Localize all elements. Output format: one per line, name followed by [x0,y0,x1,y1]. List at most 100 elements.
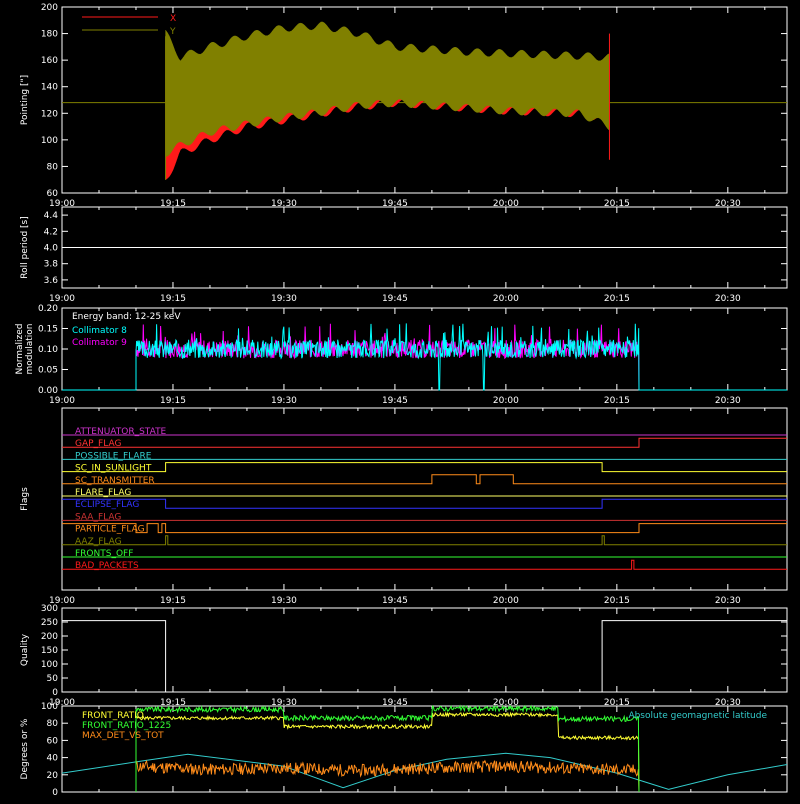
flag-line-gap-flag [62,437,787,448]
flag-label-flare-flag: FLARE_FLAG [75,488,131,498]
flag-line-sc-in-sunlight [62,462,787,473]
roll-xtick-label: 19:45 [382,294,408,304]
pointing-xtick-label: 19:15 [160,199,186,209]
modulation-ylabel: modulation [25,324,35,375]
flag-line-bad-packets [62,559,787,570]
flag-label-bad-packets: BAD_PACKETS [75,561,139,571]
quality-ytick-label: 50 [47,674,59,684]
flags-xtick-label: 20:00 [493,596,519,606]
ratios-latitude-line [61,752,788,790]
roll-ytick-label: 3.8 [44,260,59,270]
modulation-series-coll8 [62,323,787,391]
modulation-xtick-label: 19:15 [160,396,186,406]
quality-xtick-label: 20:15 [604,698,630,708]
flag-label-gap-flag: GAP_FLAG [75,439,121,449]
pointing-xtick-label: 20:15 [604,199,630,209]
modulation-annotation: Energy band: 12-25 keV [72,312,181,322]
flags-xtick-label: 20:30 [715,596,741,606]
pointing-xtick-label: 20:00 [493,199,519,209]
ratios-legend-label-max-det-vs-tot: MAX_DET_VS_TOT [82,731,164,741]
pointing-ytick-label: 60 [47,189,59,199]
flag-line-sc-transmitter [62,474,787,485]
quality-xtick-label: 20:30 [715,698,741,708]
ratios-ytick-label: 60 [47,736,59,746]
ratios-legend-label-front-ratio: FRONT_RATIO [82,711,144,721]
roll-ytick-label: 3.6 [44,276,59,286]
modulation-xtick-label: 20:30 [715,396,741,406]
flag-label-attenuator-state: ATTENUATOR_STATE [75,427,167,437]
modulation-xtick-label: 19:00 [49,396,75,406]
roll-xtick-label: 19:00 [49,294,75,304]
ratios-ytick-label: 0 [52,788,58,798]
roll-xtick-label: 20:30 [715,294,741,304]
flag-label-eclipse-flag: ECLIPSE_FLAG [75,500,139,510]
pointing-xtick-label: 19:00 [49,199,75,209]
pointing-ytick-label: 200 [41,3,58,13]
pointing-frame [61,6,788,194]
flag-label-particle-flag: PARTICLE_FLAG [75,525,145,535]
modulation-ytick-label: 0.10 [38,345,58,355]
modulation-ytick-label: 0.20 [38,304,58,314]
roll-xtick-label: 20:00 [493,294,519,304]
ratios-ytick-label: 20 [47,771,59,781]
roll-ytick-label: 4.4 [44,211,59,221]
ratios-front-ratio-1225-line [135,704,640,793]
ratios-max-det-line [135,759,640,793]
flags-xtick-label: 19:45 [382,596,408,606]
pointing-legend-label-x: X [170,14,176,24]
pointing-ytick-label: 80 [47,162,59,172]
roll-ytick-label: 4.2 [44,227,58,237]
pointing-legend-label-y: Y [169,27,176,37]
ratios-ytick-label: 80 [47,719,59,729]
pointing-ylabel: Pointing ["] [20,75,30,125]
modulation-ytick-label: 0.05 [38,366,58,376]
ratios-legend-label-latitude: Absolute geomagnetic latitude [628,711,767,721]
pointing-ytick-label: 140 [41,83,58,93]
quality-ytick-label: 300 [41,604,58,614]
modulation-ylabel: Normalized [15,323,25,374]
roll-xtick-label: 19:15 [160,294,186,304]
flags-xtick-label: 20:15 [604,596,630,606]
pointing-xtick-label: 19:45 [382,199,408,209]
flags-xtick-label: 19:30 [271,596,297,606]
quality-ytick-label: 0 [52,688,58,698]
quality-ytick-label: 100 [41,660,58,670]
pointing-xtick-label: 19:30 [271,199,297,209]
pointing-xtick-label: 20:30 [715,199,741,209]
flag-label-aaz-flag: AAZ_FLAG [75,537,122,547]
quality-xtick-label: 20:00 [493,698,519,708]
quality-xtick-label: 19:15 [160,698,186,708]
flag-label-possible-flare: POSSIBLE_FLARE [75,451,152,461]
modulation-legend-label-collimator-8: Collimator 8 [72,326,127,336]
quality-ytick-label: 150 [41,646,58,656]
ratios-ylabel: Degrees or % [20,718,30,779]
modulation-legend-label-collimator-9: Collimator 9 [72,338,127,348]
flags-xtick-label: 19:00 [49,596,75,606]
modulation-xtick-label: 19:45 [382,396,408,406]
quality-xtick-label: 19:30 [271,698,297,708]
flags-xtick-label: 19:15 [160,596,186,606]
pointing-ytick-label: 160 [41,56,58,66]
modulation-xtick-label: 20:00 [493,396,519,406]
quality-xtick-label: 19:45 [382,698,408,708]
quality-ytick-label: 250 [41,618,58,628]
modulation-xtick-label: 19:30 [271,396,297,406]
pointing-ytick-label: 100 [41,136,58,146]
ratios-front-ratio-line [135,711,640,793]
ratios-ytick-label: 40 [47,754,59,764]
flag-label-sc-transmitter: SC_TRANSMITTER [75,476,155,486]
flags-ylabel: Flags [20,487,30,511]
flag-line-aaz-flag [62,535,787,546]
ratios-ytick-label: 100 [41,702,58,712]
modulation-ytick-label: 0.15 [38,325,58,335]
flag-label-saa-flag: SAA_FLAG [75,512,121,522]
flag-line-particle-flag [62,523,787,534]
roll-ylabel: Roll period [s] [20,216,30,278]
modulation-ytick-label: 0.00 [38,386,58,396]
flag-label-fronts-off: FRONTS_OFF [75,549,133,559]
quality-ylabel: Quality [20,633,30,666]
roll-ytick-label: 4.0 [44,244,59,254]
